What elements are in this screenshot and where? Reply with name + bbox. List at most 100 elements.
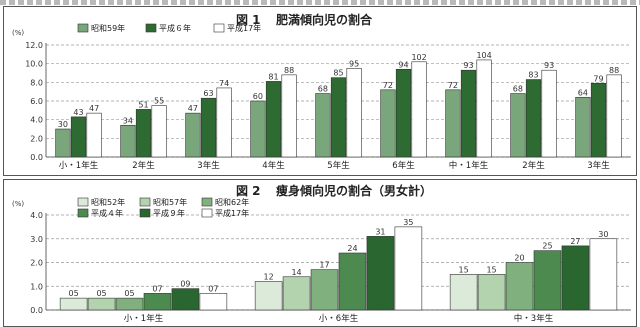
obesity-chart-panel: 図 1 肥満傾向児の割合 (%) 0.0 2.0 4.0 6.0 8.0 10.0 12.0 30 4… (3, 6, 637, 176)
chart-obesity-bar (460, 69, 477, 158)
chart-obesity-y-tick-label: 0.0 (30, 153, 43, 162)
chart-obesity-data-label: 81 (268, 72, 278, 81)
chart-obesity-data-label: 60 (253, 92, 263, 101)
chart-slender-y-tick-label: 0.0 (30, 306, 43, 315)
chart-obesity-data-label: 83 (528, 71, 538, 80)
chart-slender-figure-label: 図 2 (236, 184, 261, 198)
chart-obesity-legend-swatch (213, 23, 225, 33)
chart-slender-bar (561, 245, 590, 311)
chart-slender-data-label: 05 (124, 289, 134, 298)
chart-obesity-y-tick-label: 4.0 (30, 116, 43, 125)
chart-obesity-bar (590, 82, 607, 158)
chart-slender-bar (366, 236, 395, 311)
chart-obesity-bar (281, 74, 297, 158)
chart-obesity-bar (395, 68, 412, 158)
chart-obesity-legend-label: 平成６年 (159, 23, 191, 33)
chart-slender-legend-swatch (201, 208, 213, 218)
chart-slender-data-label: 17 (319, 261, 329, 270)
chart-slender-data-label: 24 (347, 244, 357, 253)
chart-obesity-data-label: 93 (463, 61, 473, 70)
chart-obesity-legend-label: 平成17年 (227, 23, 261, 33)
chart-slender-bar (199, 293, 228, 311)
chart-slender-bar (310, 269, 339, 311)
chart-slender-bar (254, 281, 283, 311)
chart-obesity-title: 肥満傾向児の割合 (276, 12, 373, 27)
chart-slender-y-unit: (%) (12, 200, 24, 208)
chart-obesity-data-label: 63 (203, 89, 213, 98)
chart-obesity-bar (120, 124, 136, 158)
chart-obesity-y-tick-label: 12.0 (25, 41, 43, 50)
chart-slender-title: 痩身傾向児の割合（男女計） (276, 183, 432, 198)
chart-obesity-data-label: 55 (154, 97, 164, 106)
chart-slender-data-label: 05 (96, 289, 106, 298)
chart-obesity-data-label: 85 (333, 69, 343, 78)
chart-obesity-bar (525, 79, 542, 158)
chart-slender-bar (394, 226, 423, 311)
chart-obesity-data-label: 72 (383, 81, 393, 90)
chart-obesity-bar (476, 59, 492, 158)
chart-obesity-data-label: 64 (578, 88, 588, 97)
slender-chart-panel: 図 2 痩身傾向児の割合（男女計） (%) 0.0 1.0 2.0 3.0 4.0 05 05 05… (3, 179, 637, 327)
chart-slender-data-label: 09 (180, 280, 190, 289)
chart-obesity-bar (185, 112, 201, 158)
chart-obesity-bar (250, 100, 266, 158)
chart-obesity-bar (315, 93, 331, 158)
chart-slender-data-label: 14 (291, 268, 301, 277)
chart-obesity-y-tick-label: 6.0 (30, 97, 43, 106)
chart-obesity-category-label: 2年生 (132, 160, 155, 171)
chart-slender-data-label: 25 (542, 242, 552, 251)
chart-obesity-category-label: 5年生 (327, 160, 350, 171)
chart-obesity-data-label: 34 (123, 116, 133, 125)
chart-slender-bar (477, 274, 506, 311)
chart-obesity-bar (346, 68, 362, 158)
chart-slender-legend-swatch (139, 208, 151, 218)
chart-slender-legend-label: 平成９年 (153, 208, 185, 218)
chart-slender-data-label: 05 (69, 289, 79, 298)
chart-obesity-data-label: 95 (349, 59, 359, 68)
chart-obesity-legend-swatch (145, 23, 157, 33)
chart-obesity-y-tick-label: 8.0 (30, 78, 43, 87)
chart-slender-data-label: 07 (208, 284, 218, 293)
chart-obesity-data-label: 74 (219, 79, 229, 88)
chart-slender-bar (589, 238, 618, 311)
chart-obesity-category-label: 4年生 (262, 160, 285, 171)
chart-obesity-bar (330, 77, 347, 158)
chart-slender-bar (282, 276, 311, 311)
chart-obesity-bar (541, 69, 557, 158)
chart-obesity-legend-swatch (77, 23, 89, 33)
chart-obesity-category-label: 6年生 (392, 160, 415, 171)
chart-obesity-bar (380, 89, 396, 158)
chart-obesity-figure-label: 図 1 (236, 13, 261, 27)
obesity-chart: 図 1 肥満傾向児の割合 (%) 0.0 2.0 4.0 6.0 8.0 10.0 12.0 30 4… (12, 12, 631, 171)
chart-obesity-category-label: 2年生 (522, 160, 545, 171)
chart-slender-data-label: 07 (152, 284, 162, 293)
chart-obesity-data-label: 72 (448, 81, 458, 90)
chart-obesity-y-tick-label: 2.0 (30, 134, 43, 143)
chart-slender-legend-swatch (77, 197, 89, 207)
chart-obesity-data-label: 43 (73, 108, 83, 117)
chart-obesity-data-label: 47 (89, 104, 99, 113)
chart-slender-category-label: 中・3年生 (514, 313, 554, 324)
chart-obesity-legend-label: 昭和59年 (91, 23, 125, 33)
chart-obesity-category-label: 中・1年生 (449, 160, 489, 171)
chart-obesity-bar (265, 81, 282, 158)
chart-slender-data-label: 15 (459, 265, 469, 274)
chart-obesity-data-label: 93 (544, 61, 554, 70)
chart-obesity-data-label: 51 (138, 100, 148, 109)
chart-obesity-bar (216, 87, 232, 158)
chart-slender-legend-label: 平成４年 (91, 208, 123, 218)
chart-obesity-category-label: 3年生 (587, 160, 610, 171)
chart-obesity-data-label: 88 (609, 66, 619, 75)
chart-obesity-y-unit: (%) (12, 29, 24, 37)
chart-slender-legend-label: 昭和62年 (215, 197, 249, 207)
chart-slender-data-label: 35 (403, 218, 413, 227)
chart-slender-legend-swatch (201, 197, 213, 207)
chart-slender-bar (59, 297, 88, 311)
chart-obesity-data-label: 88 (284, 66, 294, 75)
chart-obesity-data-label: 68 (513, 85, 523, 94)
chart-slender-bar (505, 262, 534, 311)
chart-obesity-bar (510, 93, 526, 158)
chart-obesity-category-label: 3年生 (197, 160, 220, 171)
chart-slender-category-label: 小・6年生 (319, 313, 359, 324)
header-rule (0, 0, 640, 5)
